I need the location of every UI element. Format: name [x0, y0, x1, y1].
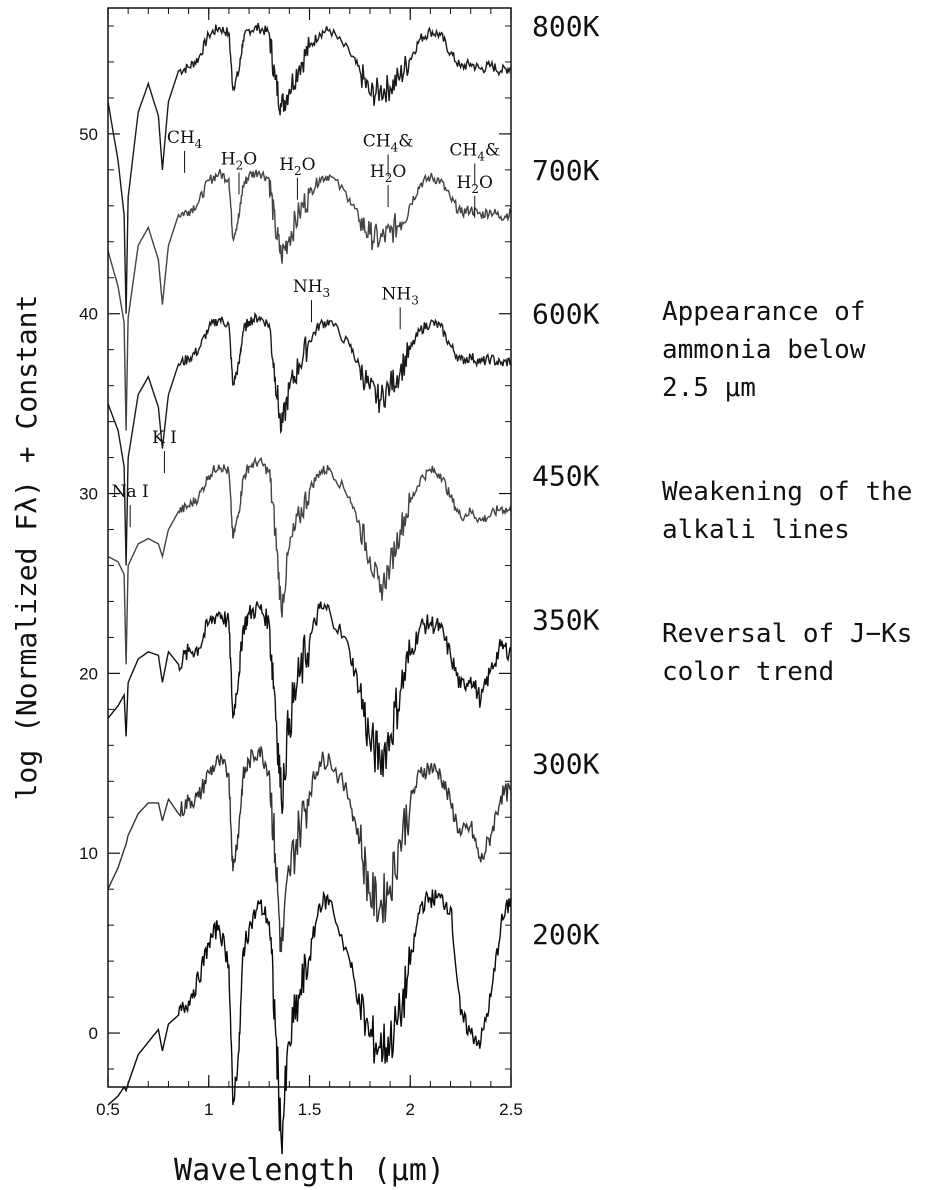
- feature-label: CH4&: [363, 131, 414, 154]
- feature-label: NH3: [382, 284, 419, 307]
- annotation-line: Weakening of the: [662, 477, 912, 507]
- series-700K: [107, 168, 512, 431]
- annotation-line: Appearance of: [662, 297, 866, 327]
- temperature-labels: 800K 700K 600K 450K 350K 300K 200K: [532, 10, 600, 951]
- x-tick-label: 1: [204, 1100, 213, 1119]
- x-tick-label: 0.5: [96, 1100, 120, 1119]
- annotation-line: color trend: [662, 657, 834, 687]
- x-tick-label: 1.5: [298, 1100, 322, 1119]
- series-800K: [107, 22, 512, 314]
- temperature-label: 450K: [532, 460, 600, 493]
- y-tick-label: 50: [79, 125, 98, 144]
- y-tick-label: 40: [79, 305, 98, 324]
- series-600K: [107, 311, 512, 566]
- temperature-label: 600K: [532, 298, 600, 331]
- x-axis-label: Wavelength (μm): [174, 1153, 445, 1188]
- feature-label: H2O: [221, 149, 257, 172]
- feature-label: Na I: [112, 482, 149, 502]
- feature-label: H2O: [370, 162, 406, 185]
- series-layer: [107, 22, 512, 1155]
- annotations: Appearance of ammonia below 2.5 μm Weakenin…: [662, 297, 912, 687]
- annotation-line: Reversal of J−Ks: [662, 619, 912, 649]
- y-tick-label: 10: [79, 844, 98, 863]
- x-tick-label: 2.5: [499, 1100, 523, 1119]
- temperature-label: 300K: [532, 747, 600, 780]
- feature-label: NH3: [293, 277, 330, 300]
- feature-label: CH4: [167, 128, 203, 151]
- x-tick-label: 2: [406, 1100, 415, 1119]
- annotation-line: alkali lines: [662, 515, 850, 545]
- annotation-line: 2.5 μm: [662, 373, 756, 403]
- feature-label: H2O: [457, 173, 493, 196]
- series-450K: [107, 456, 512, 665]
- y-tick-label: 20: [79, 664, 98, 683]
- features-layer: CH4 H2O H2O CH4&H2O CH4&H2O NH3 NH3 K I Na I: [112, 128, 500, 528]
- series-350K: [107, 601, 512, 814]
- series-200K: [107, 889, 512, 1155]
- feature-label: CH4&: [449, 140, 500, 163]
- y-tick-label: 0: [89, 1024, 98, 1043]
- y-axis-label: log (Normalized Fλ) + Constant: [10, 295, 43, 801]
- annotation-line: ammonia below: [662, 335, 866, 365]
- feature-label: H2O: [279, 155, 315, 178]
- series-300K: [107, 746, 512, 953]
- temperature-label: 350K: [532, 603, 600, 636]
- y-tick-label: 30: [79, 485, 98, 504]
- temperature-label: 200K: [532, 918, 600, 951]
- ticks-layer: 0.5 1 1.5 2 2.5 0 10 20 30 40 50: [79, 8, 523, 1119]
- temperature-label: 800K: [532, 10, 600, 43]
- temperature-label: 700K: [532, 154, 600, 187]
- feature-label: K I: [152, 428, 177, 448]
